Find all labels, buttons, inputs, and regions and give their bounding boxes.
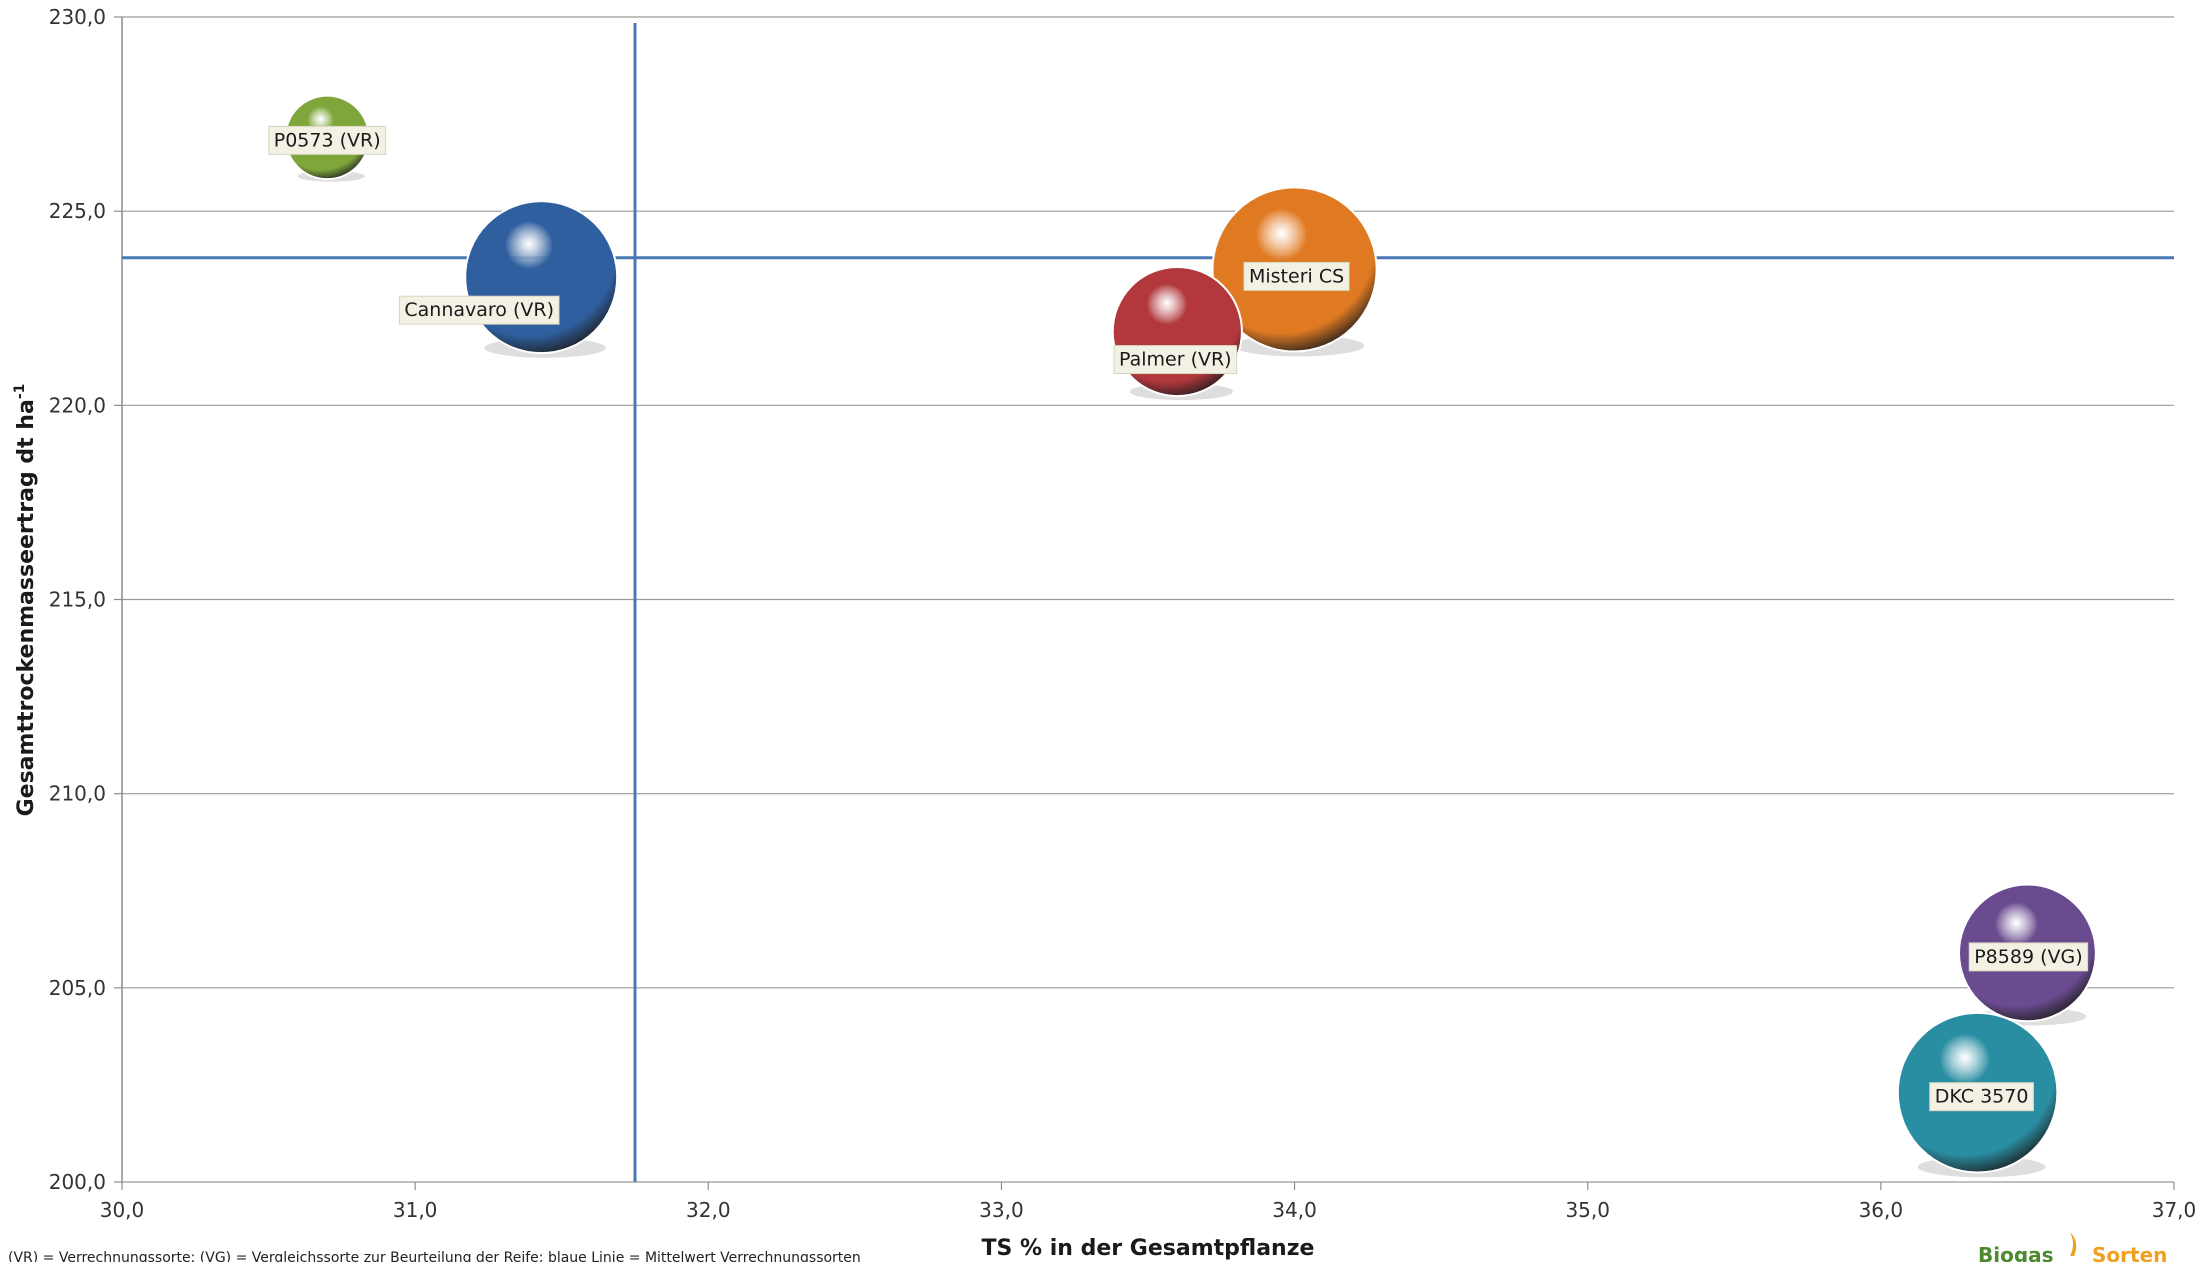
bubble-label-text: Palmer (VR) bbox=[1119, 349, 1232, 371]
y-tick-label: 200,0 bbox=[49, 1170, 106, 1194]
reference-lines bbox=[122, 23, 2174, 1182]
bubble-point bbox=[464, 200, 619, 355]
logo-word-biogas: Biogas bbox=[1978, 1243, 2054, 1262]
x-tick-label: 34,0 bbox=[1272, 1198, 1317, 1222]
x-tick-label: 30,0 bbox=[100, 1198, 145, 1222]
x-tick-label: 32,0 bbox=[686, 1198, 731, 1222]
logo: Biogas Sorten bbox=[1978, 1232, 2167, 1266]
bubble-label: Cannavaro (VR) bbox=[398, 295, 560, 325]
flame-icon bbox=[2070, 1232, 2077, 1256]
y-tick-label: 215,0 bbox=[49, 588, 106, 612]
bubble-point bbox=[1111, 265, 1243, 398]
x-axis-title: TS % in der Gesamtpflanze bbox=[982, 1236, 1315, 1261]
bubble-label-text: P8589 (VG) bbox=[1974, 946, 2082, 968]
bubble-label-box bbox=[1113, 345, 1238, 375]
bubble-label-box bbox=[1243, 261, 1350, 291]
x-tick-label: 36,0 bbox=[1859, 1198, 1904, 1222]
bubble-label-box bbox=[268, 125, 387, 155]
bubble-label-text: Cannavaro (VR) bbox=[404, 299, 554, 321]
bubble-label-text: DKC 3570 bbox=[1935, 1086, 2029, 1108]
y-axis-title: Gesamttrockenmasseertrag dt ha-1 bbox=[12, 384, 39, 817]
bubble-label: Palmer (VR) bbox=[1113, 345, 1238, 375]
y-axis-title-main: Gesamttrockenmasseertrag dt ha bbox=[14, 399, 39, 816]
x-tick-label: 37,0 bbox=[2152, 1198, 2197, 1222]
footnote: (VR) = Verrechnungssorte; (VG) = Verglei… bbox=[8, 1250, 861, 1262]
y-tick-label: 230,0 bbox=[49, 5, 106, 29]
y-axis-title-superscript: -1 bbox=[12, 384, 28, 400]
bubble-label-text: P0573 (VR) bbox=[274, 129, 381, 151]
bubble-labels: P0573 (VR) Cannavaro (VR) Misteri CS Palmer… bbox=[268, 125, 2089, 1112]
grid-lines bbox=[114, 16, 2175, 1190]
bubble-label-text: Misteri CS bbox=[1249, 265, 1344, 287]
bubble-label-box bbox=[398, 295, 560, 325]
bubble-label-box bbox=[1968, 942, 2089, 972]
y-tick-label: 210,0 bbox=[49, 782, 106, 806]
logo-word-sorten: Sorten bbox=[2092, 1243, 2167, 1262]
y-tick-label: 225,0 bbox=[49, 199, 106, 223]
x-tick-label: 33,0 bbox=[979, 1198, 1024, 1222]
y-tick-label: 220,0 bbox=[49, 393, 106, 417]
y-tick-label: 205,0 bbox=[49, 976, 106, 1000]
bubble-label: DKC 3570 bbox=[1929, 1082, 2034, 1112]
bubble-label: P8589 (VG) bbox=[1968, 942, 2089, 972]
tick-labels: 200,0 205,0 210,0 215,0 220,0 225,0 230,0 30,0 3… bbox=[49, 5, 2197, 1222]
bubble-label: Misteri CS bbox=[1243, 261, 1350, 291]
bubble-label: P0573 (VR) bbox=[268, 125, 387, 155]
x-tick-label: 35,0 bbox=[1565, 1198, 1610, 1222]
x-tick-label: 31,0 bbox=[393, 1198, 438, 1222]
bubble-label-box bbox=[1929, 1082, 2034, 1112]
